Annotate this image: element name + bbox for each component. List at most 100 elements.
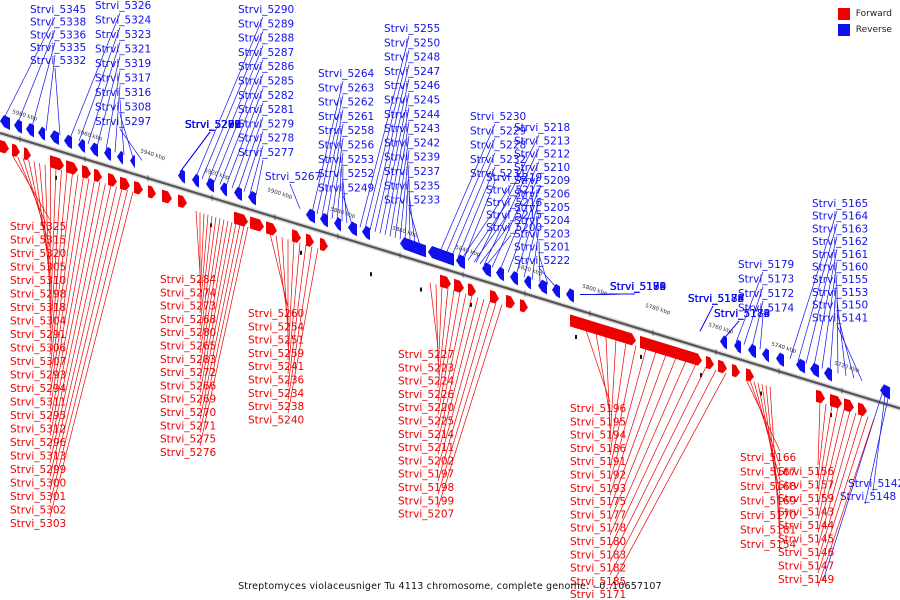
reverse-gene-arrow bbox=[192, 173, 199, 188]
gene-label: Strvi_5173 bbox=[688, 293, 744, 305]
tick-label: 5780 kbp bbox=[644, 303, 671, 316]
gene-label: Strvi_5325 bbox=[10, 221, 66, 233]
reverse-gene-arrow bbox=[796, 358, 805, 374]
leader-line bbox=[114, 85, 121, 153]
leader-line bbox=[813, 249, 838, 367]
leader-line bbox=[195, 16, 264, 178]
leader-line bbox=[287, 244, 307, 387]
forward-gene-arrow bbox=[706, 356, 714, 370]
gene-label: Strvi_5311 bbox=[10, 397, 66, 409]
leader-line bbox=[757, 382, 781, 495]
leader-line bbox=[231, 102, 264, 189]
gene-label: Strvi_5275 bbox=[160, 434, 216, 446]
leader-line bbox=[39, 163, 51, 288]
gene-label: Strvi_5290 bbox=[185, 119, 241, 131]
leader-line bbox=[872, 388, 887, 492]
gene-label: Strvi_5218 bbox=[514, 122, 570, 134]
forward-gene-arrow bbox=[718, 359, 727, 374]
leader-line bbox=[287, 242, 301, 374]
reverse-gene-arrow bbox=[320, 212, 328, 228]
leader-line bbox=[461, 184, 512, 259]
gene-label: Strvi_5172 bbox=[714, 308, 770, 320]
gene-label: Strvi_5184 bbox=[688, 293, 745, 305]
reverse-gene-arrow bbox=[206, 178, 214, 193]
gene-label: Strvi_5180 bbox=[570, 536, 626, 548]
gene-label: Strvi_5296 bbox=[10, 437, 67, 449]
gene-label: Strvi_5288 bbox=[238, 33, 294, 45]
leader-line bbox=[44, 164, 51, 302]
gene-label: Strvi_5279 bbox=[185, 119, 241, 131]
leader-line bbox=[817, 411, 851, 533]
reverse-gene-arrow bbox=[456, 254, 465, 270]
leader-line bbox=[605, 336, 611, 429]
gene-label: Strvi_5207 bbox=[398, 509, 454, 521]
gene-label: Strvi_5253 bbox=[318, 154, 374, 166]
forward-gene-arrow bbox=[746, 368, 754, 382]
leader-line bbox=[331, 138, 344, 219]
leader-line bbox=[609, 348, 647, 482]
leader-line bbox=[49, 169, 62, 342]
leader-line bbox=[515, 201, 540, 276]
leader-line bbox=[199, 221, 233, 393]
forward-gene-arrow bbox=[82, 165, 91, 179]
gene-label: Strvi_5295 bbox=[10, 410, 66, 422]
forward-gene-arrow bbox=[94, 168, 102, 182]
map-caption: Streptomyces violaceusniger Tu 4113 chro… bbox=[238, 581, 662, 592]
gene-label: Strvi_5301 bbox=[10, 491, 66, 503]
gene-label: Strvi_5235 bbox=[384, 180, 440, 192]
leader-line bbox=[829, 274, 838, 372]
leader-line bbox=[437, 302, 497, 495]
gene-label: Strvi_5278 bbox=[238, 133, 294, 145]
gene-label: Strvi_5184 bbox=[610, 281, 667, 293]
gene-label: Strvi_5220 bbox=[398, 402, 454, 414]
gene-label: Strvi_5182 bbox=[570, 563, 626, 575]
forward-gene-arrow bbox=[732, 363, 740, 378]
forward-gene-arrow bbox=[468, 283, 476, 297]
leader-line bbox=[399, 150, 410, 240]
gene-label: Strvi_5297 bbox=[95, 116, 151, 128]
leader-line bbox=[311, 80, 344, 213]
leader-line bbox=[49, 171, 68, 356]
tick-label: 5760 kbp bbox=[707, 322, 734, 335]
gene-label: Strvi_5232 bbox=[470, 154, 526, 166]
reverse-gene-arrow bbox=[248, 190, 256, 206]
leader-line bbox=[483, 148, 540, 266]
gene-label: Strvi_5171 bbox=[570, 589, 626, 600]
gene-label: Strvi_5150 bbox=[812, 300, 868, 312]
forward-gene-arrow bbox=[266, 221, 277, 236]
leader-line bbox=[408, 178, 411, 243]
gene-label: Strvi_5252 bbox=[318, 168, 374, 180]
reverse-gene-arrow bbox=[38, 126, 45, 141]
leader-line bbox=[836, 325, 863, 381]
gene-label: Strvi_5205 bbox=[514, 202, 570, 214]
gene-label: Strvi_5192 bbox=[570, 470, 626, 482]
gene-label: Strvi_5215 bbox=[486, 210, 542, 222]
forward-gene-arrow bbox=[178, 194, 187, 208]
leader-line bbox=[199, 220, 229, 380]
legend: Forward Reverse bbox=[837, 6, 892, 38]
leader-line bbox=[751, 300, 764, 348]
reverse-gene-arrow bbox=[234, 186, 242, 202]
reverse-gene-arrow bbox=[552, 283, 560, 299]
forward-gene-arrow bbox=[830, 393, 842, 409]
leader-line bbox=[595, 333, 611, 416]
leader-line bbox=[699, 305, 714, 332]
leader-line bbox=[199, 215, 213, 327]
gene-label: Strvi_5345 bbox=[30, 4, 86, 16]
reverse-gene-arrow bbox=[334, 217, 341, 232]
forward-gene-arrow bbox=[108, 173, 117, 187]
leader-line bbox=[507, 188, 540, 273]
forward-gene-arrow bbox=[120, 176, 130, 191]
reverse-gene-arrow bbox=[810, 362, 819, 378]
orf-mark bbox=[700, 373, 702, 378]
leader-line bbox=[287, 248, 319, 414]
tick-label: 5960 kbp bbox=[76, 129, 103, 142]
leader-line bbox=[49, 178, 90, 410]
reverse-gene-arrow bbox=[720, 335, 727, 350]
gene-label: Strvi_5197 bbox=[398, 469, 454, 481]
leader-line bbox=[491, 161, 540, 268]
gene-label: Strvi_5317 bbox=[95, 73, 151, 85]
gene-label: Strvi_5227 bbox=[398, 349, 454, 361]
leader-line bbox=[437, 286, 443, 375]
